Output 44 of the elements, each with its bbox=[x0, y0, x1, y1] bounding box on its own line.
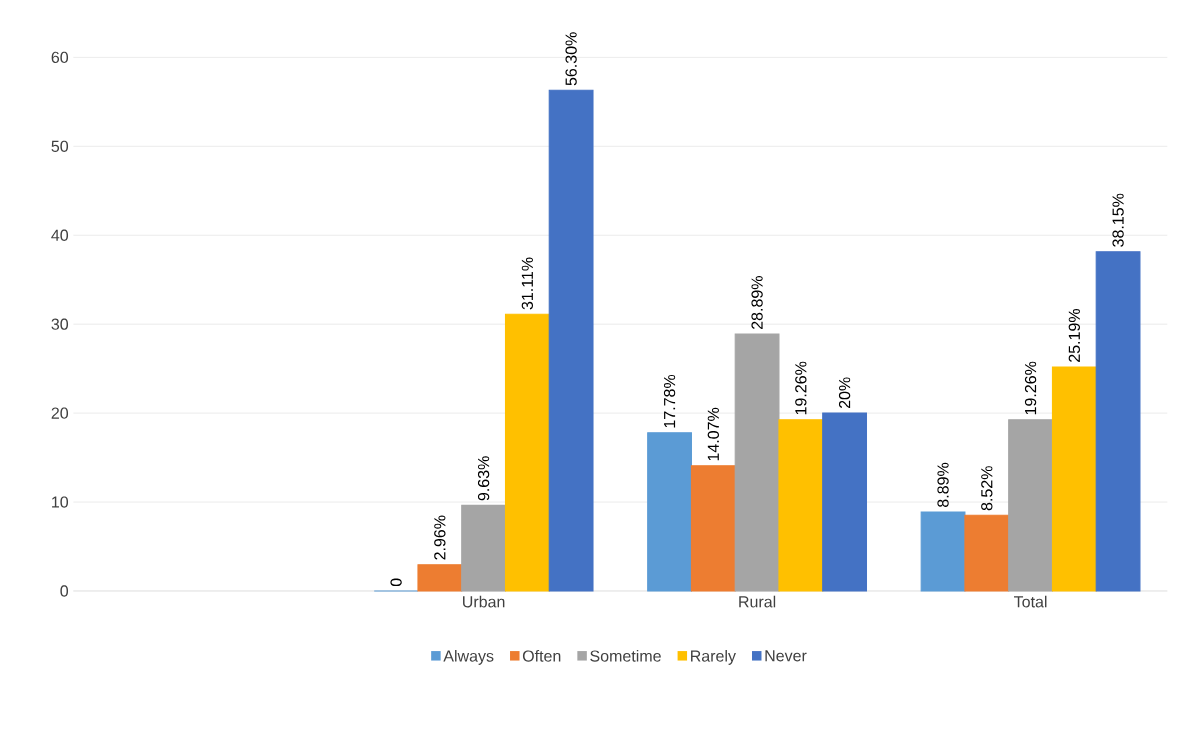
data-label: 0 bbox=[390, 578, 402, 586]
x-tick-label: Urban bbox=[463, 595, 505, 608]
y-tick-label: 50 bbox=[51, 140, 69, 152]
x-tick-label: Rural bbox=[739, 595, 776, 608]
data-label: 19.26% bbox=[795, 361, 807, 415]
data-label: 2.96% bbox=[434, 515, 446, 560]
data-label: 20% bbox=[838, 377, 851, 408]
data-label: 9.63% bbox=[477, 456, 490, 501]
data-label: 28.89% bbox=[751, 275, 763, 329]
y-tick-label: 40 bbox=[51, 229, 69, 241]
y-tick-label: 0 bbox=[60, 585, 69, 597]
bar bbox=[417, 563, 463, 592]
y-tick-label: 20 bbox=[51, 407, 69, 419]
data-label: 17.78% bbox=[663, 374, 676, 428]
bar bbox=[504, 313, 550, 592]
bar bbox=[822, 412, 868, 592]
bar bbox=[1095, 250, 1141, 592]
legend-label: Never bbox=[765, 650, 807, 662]
bar bbox=[920, 511, 966, 592]
data-label: 19.26% bbox=[1024, 361, 1037, 415]
y-tick-label: 10 bbox=[52, 496, 69, 508]
legend-label: Always bbox=[443, 649, 494, 665]
bar bbox=[1008, 418, 1053, 592]
bar bbox=[964, 514, 1010, 592]
bar bbox=[690, 465, 736, 592]
data-label: 14.07% bbox=[707, 407, 719, 461]
data-label: 31.11% bbox=[521, 257, 534, 310]
y-tick-label: 60 bbox=[51, 51, 69, 63]
legend-label: Sometime bbox=[590, 649, 661, 662]
bar bbox=[734, 333, 780, 592]
bar bbox=[1051, 366, 1097, 592]
data-label: 8.89% bbox=[937, 462, 949, 507]
y-tick-label: 30 bbox=[51, 318, 69, 330]
x-tick-label: Total bbox=[1014, 595, 1047, 608]
data-label: 56.30% bbox=[565, 32, 577, 86]
data-label: 25.19% bbox=[1068, 308, 1080, 362]
bar bbox=[548, 89, 594, 592]
bar bbox=[461, 504, 507, 592]
data-label: 38.15% bbox=[1112, 193, 1124, 247]
bar bbox=[778, 418, 824, 592]
data-label: 8.52% bbox=[981, 465, 993, 511]
legend-label: Rarely bbox=[691, 649, 736, 665]
bar bbox=[647, 432, 692, 592]
legend-label: Often bbox=[522, 649, 561, 662]
